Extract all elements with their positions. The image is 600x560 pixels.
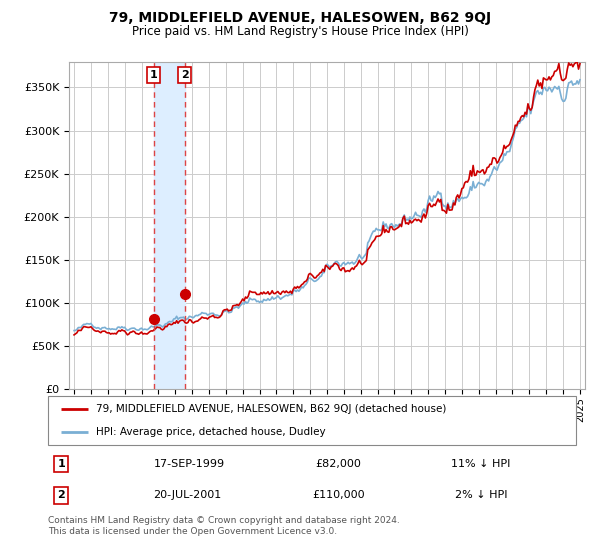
Text: 1: 1	[58, 459, 65, 469]
Text: Contains HM Land Registry data © Crown copyright and database right 2024.
This d: Contains HM Land Registry data © Crown c…	[48, 516, 400, 536]
Text: 17-SEP-1999: 17-SEP-1999	[154, 459, 225, 469]
Text: 1: 1	[150, 70, 158, 80]
Text: 11% ↓ HPI: 11% ↓ HPI	[451, 459, 511, 469]
Text: 2: 2	[181, 70, 188, 80]
Text: 2% ↓ HPI: 2% ↓ HPI	[455, 491, 507, 501]
Text: 20-JUL-2001: 20-JUL-2001	[154, 491, 222, 501]
Text: 79, MIDDLEFIELD AVENUE, HALESOWEN, B62 9QJ: 79, MIDDLEFIELD AVENUE, HALESOWEN, B62 9…	[109, 11, 491, 25]
Text: £110,000: £110,000	[312, 491, 365, 501]
Text: Price paid vs. HM Land Registry's House Price Index (HPI): Price paid vs. HM Land Registry's House …	[131, 25, 469, 38]
Text: 79, MIDDLEFIELD AVENUE, HALESOWEN, B62 9QJ (detached house): 79, MIDDLEFIELD AVENUE, HALESOWEN, B62 9…	[95, 404, 446, 414]
Text: £82,000: £82,000	[316, 459, 361, 469]
Bar	[154, 62, 185, 389]
Text: 2: 2	[58, 491, 65, 501]
Text: HPI: Average price, detached house, Dudley: HPI: Average price, detached house, Dudl…	[95, 427, 325, 437]
